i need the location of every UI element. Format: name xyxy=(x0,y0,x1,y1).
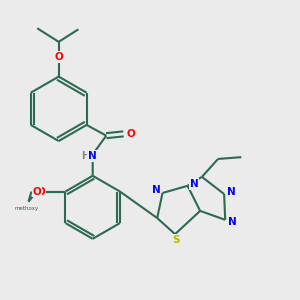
Text: N: N xyxy=(227,187,236,197)
Text: N: N xyxy=(190,179,198,189)
Text: O: O xyxy=(37,187,45,196)
Text: O: O xyxy=(126,129,135,139)
Text: N: N xyxy=(228,217,237,226)
Text: S: S xyxy=(172,235,179,245)
Text: H: H xyxy=(81,151,89,161)
Text: O: O xyxy=(32,187,41,196)
Text: N: N xyxy=(152,185,161,195)
Text: O: O xyxy=(54,52,63,62)
Text: N: N xyxy=(88,151,97,161)
Text: methoxy: methoxy xyxy=(15,206,39,211)
